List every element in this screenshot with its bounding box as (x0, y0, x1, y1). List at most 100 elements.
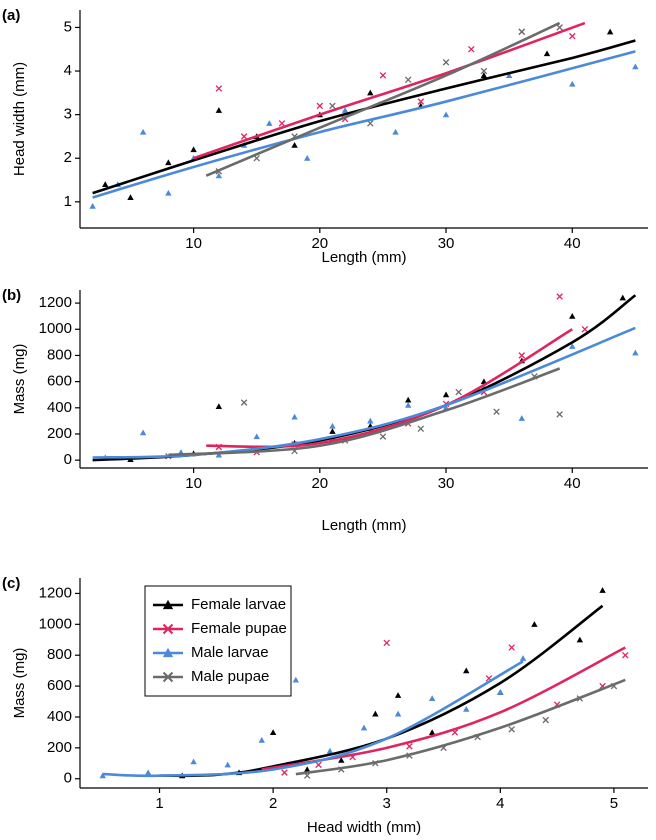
point (326, 747, 334, 754)
point (266, 120, 273, 126)
legend-marker (162, 647, 174, 658)
fit-line (102, 660, 524, 778)
point (165, 189, 172, 196)
point (468, 45, 475, 53)
point (269, 729, 277, 735)
point (518, 415, 525, 421)
legend-marker (162, 599, 174, 610)
point (315, 761, 322, 769)
point (278, 120, 286, 127)
panel-label: (b) (2, 287, 21, 304)
point (404, 76, 412, 84)
point (215, 172, 223, 179)
point (542, 716, 550, 724)
point (404, 396, 412, 403)
x-tick-label: 3 (383, 795, 391, 812)
point (463, 667, 470, 674)
point (316, 102, 324, 110)
point (127, 194, 134, 201)
point (505, 72, 513, 78)
point (392, 128, 399, 135)
x-tick-label: 40 (564, 475, 581, 492)
y-tick-label: 400 (47, 399, 72, 416)
point (360, 724, 368, 731)
point (291, 413, 298, 420)
x-tick-label: 5 (610, 795, 618, 812)
point (102, 181, 109, 187)
point (406, 743, 413, 750)
point (569, 343, 576, 349)
legend-label: Male pupae (191, 668, 269, 685)
point (519, 655, 527, 661)
point (338, 757, 345, 763)
point (480, 67, 488, 75)
point (139, 429, 147, 436)
point (463, 706, 470, 712)
point (428, 729, 436, 735)
point (329, 102, 336, 110)
point (508, 726, 515, 733)
point (144, 769, 152, 776)
x-tick-label: 20 (311, 475, 328, 492)
fit-line (92, 39, 636, 195)
y-tick-label: 4 (64, 62, 72, 79)
point (329, 428, 336, 434)
fit-line (168, 367, 561, 457)
point (442, 59, 450, 66)
point (508, 644, 515, 651)
fit-line (295, 678, 626, 776)
fit-line (92, 50, 636, 199)
legend-marker (162, 623, 174, 635)
point (258, 736, 265, 743)
point (417, 425, 425, 432)
x-tick-label: 10 (185, 475, 202, 492)
point (89, 203, 96, 209)
x-axis-label: Head width (mm) (307, 819, 421, 836)
point (291, 141, 298, 148)
x-axis-label: Length (mm) (321, 249, 406, 266)
x-axis-label: Length (mm) (321, 517, 406, 534)
y-tick-label: 2 (64, 149, 72, 166)
point (622, 651, 629, 659)
x-tick-label: 30 (438, 235, 455, 252)
y-tick-label: 1200 (39, 584, 72, 601)
y-axis-label: Mass (mg) (11, 344, 28, 415)
point (341, 107, 349, 113)
y-tick-label: 600 (47, 373, 72, 390)
point (304, 766, 311, 773)
point (240, 133, 248, 140)
point (569, 312, 576, 319)
point (581, 326, 589, 333)
point (281, 769, 288, 776)
fit-line (206, 328, 573, 449)
point (253, 433, 260, 440)
point (576, 636, 584, 643)
y-tick-label: 800 (47, 646, 72, 663)
point (480, 72, 488, 78)
y-tick-label: 0 (64, 451, 72, 468)
x-tick-label: 20 (311, 235, 328, 252)
point (394, 710, 402, 717)
point (493, 408, 500, 415)
y-axis-label: Head width (mm) (11, 62, 28, 176)
x-tick-label: 1 (155, 795, 163, 812)
point (367, 417, 374, 424)
y-tick-label: 200 (47, 739, 72, 756)
y-tick-label: 0 (64, 770, 72, 787)
point (292, 676, 300, 683)
point (304, 155, 311, 161)
point (632, 349, 639, 356)
point (531, 621, 538, 627)
point (215, 451, 223, 458)
y-tick-label: 1 (64, 193, 72, 210)
y-tick-label: 800 (47, 346, 72, 363)
point (619, 294, 626, 301)
fit-line (205, 21, 561, 177)
y-tick-label: 5 (64, 18, 72, 35)
y-tick-label: 400 (47, 708, 72, 725)
point (632, 63, 639, 70)
legend-label: Female pupae (191, 620, 287, 637)
y-tick-label: 200 (47, 425, 72, 442)
point (215, 403, 223, 410)
point (428, 695, 436, 702)
